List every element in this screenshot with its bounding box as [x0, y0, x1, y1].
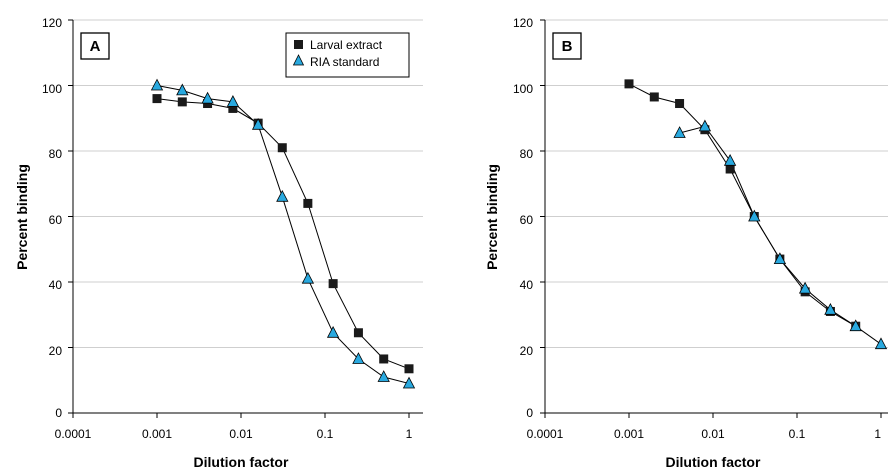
data-point-ria-standard: [723, 153, 737, 166]
y-tick-label: 20: [49, 344, 63, 358]
legend-marker-larval-extract: [294, 40, 303, 49]
x-tick-label: 0.01: [701, 427, 725, 441]
y-tick-label: 60: [49, 213, 63, 227]
legend-label-larval-extract: Larval extract: [310, 38, 383, 52]
x-tick-label: 0.0001: [55, 427, 92, 441]
y-tick-label: 0: [55, 406, 62, 420]
gridlines: [73, 19, 423, 348]
data-point-ria-standard: [849, 319, 862, 332]
tick-marks: [540, 19, 882, 418]
y-tick-label: 80: [520, 147, 534, 161]
tick-marks: [68, 19, 410, 418]
data-point-larval-extract: [177, 97, 187, 107]
data-point-ria-standard: [402, 376, 416, 389]
panel-label: A: [90, 38, 101, 55]
y-tick-label: 60: [520, 213, 534, 227]
data-point-larval-extract: [379, 354, 389, 364]
legend-marker-ria-standard: [292, 54, 305, 66]
x-tick-label: 1: [874, 427, 881, 441]
y-axis-title: Percent binding: [14, 164, 30, 270]
data-point-larval-extract: [228, 103, 238, 113]
x-tick-label: 0.001: [142, 427, 172, 441]
y-tick-label: 120: [42, 16, 62, 30]
panel-label-box: [552, 32, 582, 60]
y-tick-label: 40: [520, 278, 534, 292]
data-point-ria-standard: [824, 302, 837, 315]
data-point-ria-standard: [251, 117, 265, 130]
x-axis-title: Dilution factor: [666, 454, 761, 470]
panel-b: 0 20 40 60 80 100 120 0.0001 0.001 0.01 …: [484, 16, 888, 470]
x-tick-label: 0.01: [229, 427, 253, 441]
y-tick-label: 100: [42, 82, 62, 96]
data-point-larval-extract: [277, 143, 287, 153]
data-point-larval-extract: [675, 99, 685, 109]
series-markers: [624, 79, 888, 350]
y-tick-label: 80: [49, 147, 63, 161]
x-tick-label: 1: [406, 427, 413, 441]
panel-label: B: [562, 38, 573, 55]
data-point-larval-extract: [303, 198, 313, 208]
data-point-ria-standard: [377, 370, 390, 382]
data-point-larval-extract: [152, 94, 162, 104]
data-point-ria-standard: [326, 325, 340, 338]
legend: Larval extract RIA standard: [285, 32, 410, 78]
y-axis-title: Percent binding: [484, 164, 500, 270]
legend-box: [285, 32, 410, 78]
data-point-ria-standard: [150, 78, 164, 91]
x-tick-label: 0.0001: [527, 427, 564, 441]
data-point-ria-standard: [201, 91, 214, 104]
x-tick-label: 0.1: [789, 427, 806, 441]
data-point-ria-standard: [176, 83, 189, 96]
legend-label-ria-standard: RIA standard: [310, 55, 379, 69]
data-point-ria-standard: [698, 119, 712, 132]
data-point-larval-extract: [328, 279, 338, 289]
x-tick-label: 0.1: [317, 427, 334, 441]
data-point-ria-standard: [301, 271, 315, 284]
y-tick-label: 40: [49, 278, 63, 292]
data-point-ria-standard: [798, 281, 812, 294]
data-point-larval-extract: [353, 328, 363, 338]
data-point-ria-standard: [874, 337, 888, 350]
panel-a: 0 20 40 60 80 100 120 0.0001 0.001 0.01 …: [14, 16, 423, 470]
y-tick-label: 20: [520, 344, 534, 358]
series-markers: [150, 78, 416, 389]
data-point-larval-extract: [404, 364, 414, 374]
gridlines: [545, 19, 888, 348]
panel-label-box: [80, 32, 110, 60]
data-point-ria-standard: [773, 252, 787, 265]
x-tick-label: 0.001: [614, 427, 644, 441]
x-axis-title: Dilution factor: [194, 454, 289, 470]
y-tick-label: 100: [513, 82, 533, 96]
y-tick-label: 120: [513, 16, 533, 30]
data-point-ria-standard: [352, 352, 365, 364]
data-point-larval-extract: [203, 99, 213, 109]
data-point-ria-standard: [226, 95, 240, 107]
data-point-ria-standard: [748, 209, 761, 222]
series-line-larval-extract: [628, 83, 856, 327]
data-point-larval-extract: [624, 79, 634, 89]
data-point-ria-standard: [673, 126, 686, 138]
data-point-larval-extract: [649, 92, 659, 102]
data-point-larval-extract: [725, 164, 735, 174]
data-point-ria-standard: [276, 189, 289, 202]
y-tick-label: 0: [526, 406, 533, 420]
